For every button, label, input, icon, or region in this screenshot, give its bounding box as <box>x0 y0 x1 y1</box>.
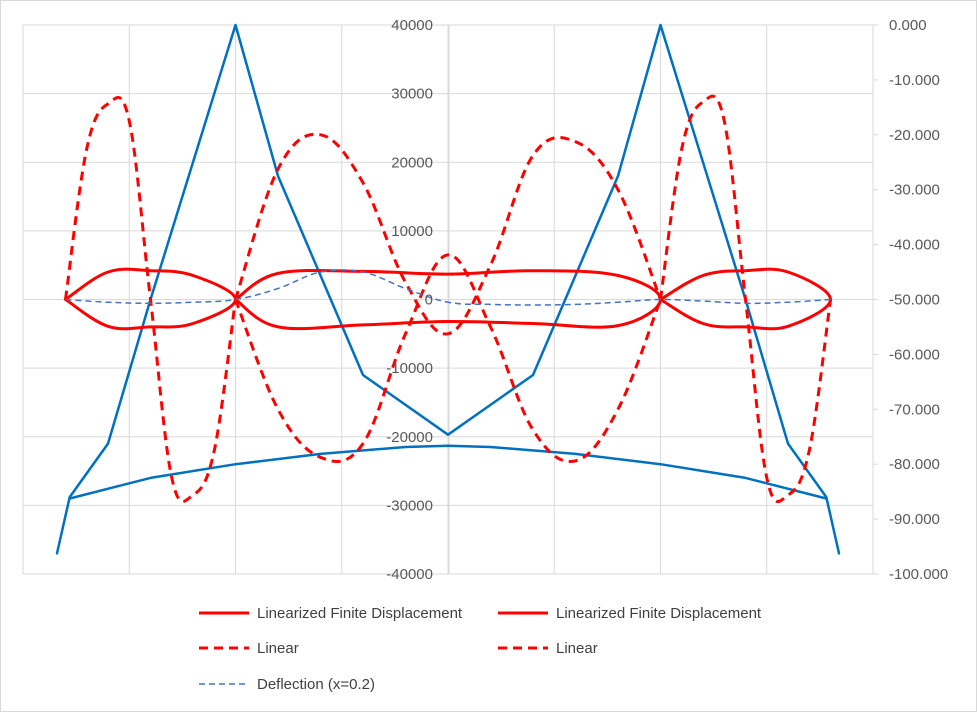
legend: Linearized Finite Displacement Linearized… <box>199 605 762 693</box>
left-tick-label: 40000 <box>391 17 433 34</box>
gridlines <box>22 24 878 575</box>
series-linear <box>234 132 662 336</box>
series-shear <box>68 444 828 500</box>
left-tick-label: 20000 <box>391 154 433 171</box>
right-tick-label: -80.000 <box>889 456 940 473</box>
left-tick-label: 30000 <box>391 86 433 103</box>
legend-label: Linear <box>257 640 299 657</box>
legend-label: Linearized Finite Displacement <box>257 605 463 622</box>
right-tick-label: -70.000 <box>889 401 940 418</box>
left-tick-label: -40000 <box>386 566 433 583</box>
series-linear <box>234 253 662 464</box>
legend-label: Linearized Finite Displacement <box>556 605 762 622</box>
left-tick-label: 0 <box>425 292 433 309</box>
series-linear <box>659 94 832 504</box>
right-tick-label: -50.000 <box>889 292 940 309</box>
left-tick-label: 10000 <box>391 223 433 240</box>
series-linear <box>64 95 237 504</box>
right-tick-label: -100.000 <box>889 566 948 583</box>
legend-item: Linearized Finite Displacement <box>498 605 762 622</box>
legend-item: Linear <box>199 640 299 657</box>
right-tick-label: -40.000 <box>889 237 940 254</box>
right-tick-label: -60.000 <box>889 346 940 363</box>
right-tick-label: -90.000 <box>889 511 940 528</box>
series-moment <box>55 23 841 555</box>
legend-item: Deflection (x=0.2) <box>199 676 375 693</box>
axis-labels: 40000 30000 20000 10000 0 -10000 -20000 -30000 -… <box>386 17 948 583</box>
left-tick-label: -30000 <box>386 497 433 514</box>
right-tick-label: -30.000 <box>889 182 940 199</box>
legend-item: Linear <box>498 640 598 657</box>
series-layer <box>55 23 841 555</box>
left-tick-label: -20000 <box>386 429 433 446</box>
right-tick-label: -20.000 <box>889 127 940 144</box>
series-deflection-x-0-2 <box>65 269 831 306</box>
legend-label: Linear <box>556 640 598 657</box>
legend-label: Deflection (x=0.2) <box>257 676 375 693</box>
right-tick-label: 0.000 <box>889 17 927 34</box>
legend-item: Linearized Finite Displacement <box>199 605 463 622</box>
left-tick-label: -10000 <box>386 360 433 377</box>
right-tick-label: -10.000 <box>889 72 940 89</box>
